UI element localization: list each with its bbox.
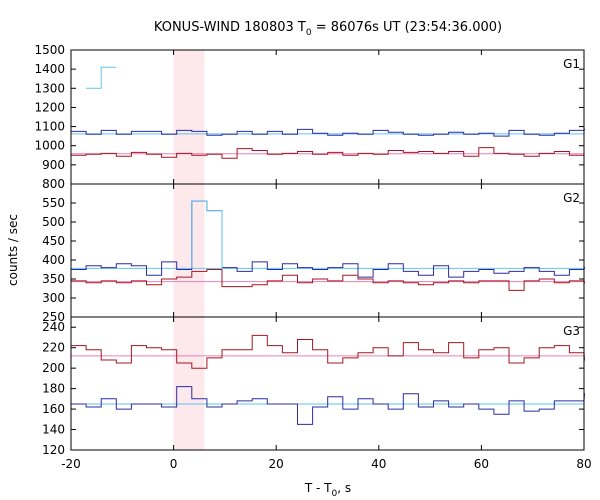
y-tick-label: 1000	[34, 139, 65, 153]
y-tick-label: 800	[42, 177, 65, 191]
chart-title: KONUS-WIND 180803 T0 = 86076s UT (23:54:…	[154, 20, 502, 38]
y-tick-label: 900	[42, 158, 65, 172]
y-tick-label: 1100	[34, 120, 65, 134]
series-lower-line	[71, 269, 586, 291]
y-tick-label: 1500	[34, 43, 65, 57]
panel-g1: 800 900 1000 1100 1200 1300 1400 1500 G1	[34, 43, 586, 191]
plot-area: 800900100011001200130014001500G125030035…	[34, 43, 591, 471]
panel-frame	[70, 316, 585, 451]
y-tick-label: 120	[42, 443, 65, 457]
y-tick-label: 250	[42, 310, 65, 324]
y-tick-label: 220	[42, 341, 65, 355]
series-lower-line	[71, 386, 586, 425]
y-tick-label: 400	[42, 253, 65, 267]
series-upper-line	[71, 128, 586, 137]
series-upper-highlight-outline	[191, 200, 223, 269]
panel-frame	[70, 183, 585, 318]
y-tick-label: 240	[42, 320, 65, 334]
y-tick-label: 1200	[34, 100, 65, 114]
x-tick-label: -20	[61, 457, 81, 471]
y-axis-label: counts / sec	[6, 214, 20, 286]
y-tick-label: 300	[42, 291, 65, 305]
x-axis-label: T - T0, s	[304, 481, 351, 499]
y-tick-label: 550	[42, 196, 65, 210]
panel-frame	[70, 49, 585, 185]
panel-label: G3	[563, 324, 580, 338]
highlight-band	[173, 317, 205, 450]
x-tick-label: 20	[269, 457, 284, 471]
y-tick-label: 350	[42, 272, 65, 286]
series-upper-highlight-line	[86, 66, 117, 89]
x-tick-label: 0	[170, 457, 178, 471]
x-tick-label: 80	[576, 457, 591, 471]
y-tick-label: 500	[42, 215, 65, 229]
y-tick-label: 200	[42, 361, 65, 375]
panel-g3: 120 140 160 180 200 220 240 G3	[42, 316, 586, 457]
x-tick-label: 60	[474, 457, 489, 471]
y-tick-label: 180	[42, 382, 65, 396]
series-upper-line	[71, 200, 586, 278]
y-tick-label: 160	[42, 402, 65, 416]
series-lower-line	[71, 147, 585, 159]
y-tick-label: 1400	[34, 62, 65, 76]
series-upper-line	[71, 334, 586, 369]
highlight-band	[173, 50, 205, 184]
highlight-band	[173, 184, 205, 317]
x-tick-label: 40	[371, 457, 386, 471]
panel-g2: 250 300 350 400 450 500 550 G2	[42, 183, 586, 324]
y-tick-label: 140	[42, 423, 65, 437]
panel-label: G2	[563, 191, 580, 205]
panel-label: G1	[563, 57, 580, 71]
y-tick-label: 450	[42, 234, 65, 248]
y-tick-label: 1300	[34, 81, 65, 95]
